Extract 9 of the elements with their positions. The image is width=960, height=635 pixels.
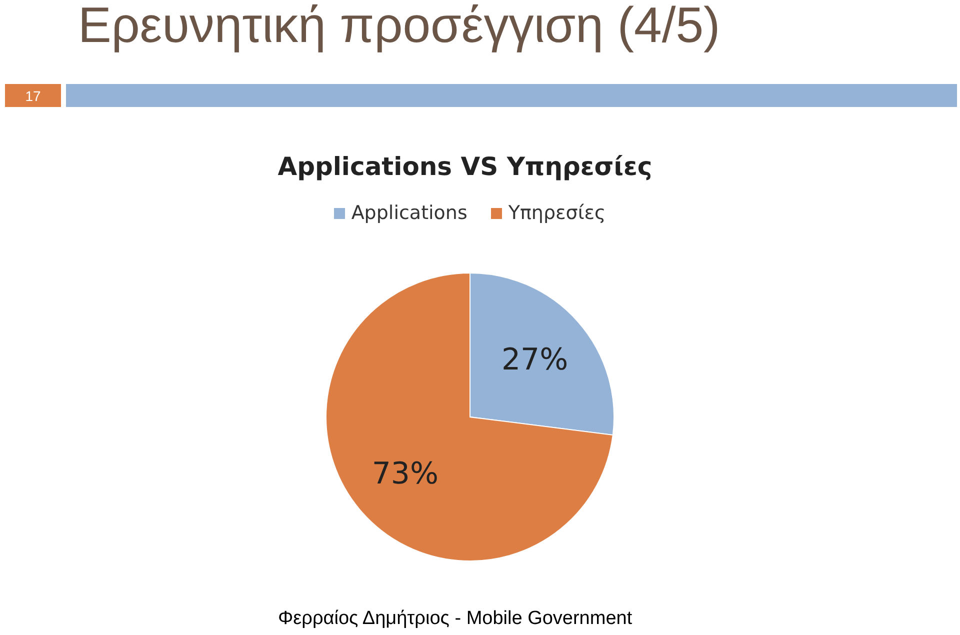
legend-label: Υπηρεσίες — [508, 202, 606, 224]
pie-slice — [326, 272, 614, 562]
chart-title: Ερευνητική προσέγγιση (4/5) — [78, 0, 720, 54]
text: 17 — [5, 84, 61, 107]
data-label: 73% — [372, 456, 439, 492]
chart-subtitle: Applications VS Υπηρεσίες — [276, 152, 654, 181]
text: Φερραίος Δημήτριος - Mobile Government — [278, 608, 632, 630]
legend-label: Applications — [351, 202, 468, 224]
data-label: 27% — [501, 342, 568, 378]
